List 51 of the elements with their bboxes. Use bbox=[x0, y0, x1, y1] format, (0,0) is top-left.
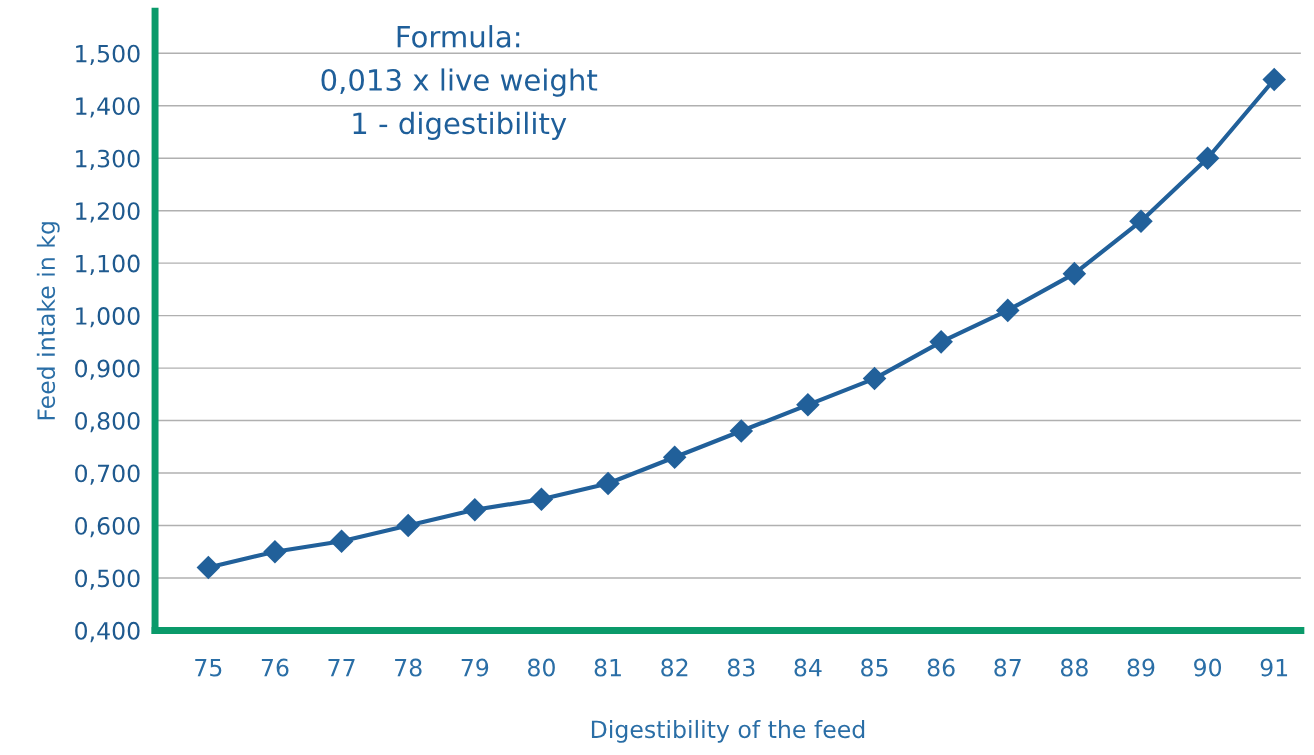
point bbox=[396, 513, 420, 538]
point bbox=[662, 445, 687, 470]
x-tick-label: 78 bbox=[395, 658, 422, 677]
y-axis-title: Feed intake in kg bbox=[36, 222, 60, 420]
point bbox=[463, 497, 487, 522]
point bbox=[1262, 67, 1286, 92]
y-tick-label: 1,100 bbox=[76, 254, 140, 275]
x-tick-label: 76 bbox=[261, 658, 289, 677]
y-tick-label: 1,300 bbox=[76, 149, 140, 170]
x-tick-label: 82 bbox=[661, 658, 688, 677]
point bbox=[1129, 209, 1153, 233]
y-tick-label: 0,800 bbox=[75, 412, 140, 433]
point bbox=[862, 366, 887, 391]
point bbox=[929, 330, 953, 354]
x-tick-label: 91 bbox=[1260, 658, 1288, 677]
x-tick-label: 83 bbox=[727, 658, 755, 677]
y-tick-label: 1,200 bbox=[76, 202, 140, 223]
x-tick-label: 87 bbox=[994, 658, 1021, 677]
y-tick-label: 1,000 bbox=[76, 307, 140, 328]
y-tick-label: 0,700 bbox=[75, 464, 140, 485]
x-tick-label: 81 bbox=[594, 658, 621, 677]
point bbox=[1195, 146, 1220, 171]
x-tick-label: 80 bbox=[528, 658, 555, 677]
point bbox=[329, 529, 354, 554]
y-tick-label: 0,900 bbox=[75, 359, 140, 380]
annotation: 0,013 x live weight bbox=[321, 68, 598, 97]
point bbox=[263, 539, 287, 564]
annotation: Formula: bbox=[397, 25, 520, 48]
y-tick-label: 1,500 bbox=[76, 44, 140, 66]
point bbox=[196, 555, 221, 580]
point bbox=[1062, 261, 1087, 286]
point bbox=[529, 487, 554, 512]
x-tick-label: 85 bbox=[861, 658, 888, 677]
x-axis-title: Digestibility of the feed bbox=[591, 719, 865, 743]
annotation: 1 - digestibility bbox=[353, 111, 567, 140]
point bbox=[596, 471, 620, 496]
x-tick-label: 90 bbox=[1194, 658, 1222, 677]
x-tick-label: 79 bbox=[461, 658, 489, 677]
point bbox=[729, 419, 754, 443]
y-tick-label: 0,500 bbox=[75, 569, 140, 590]
x-tick-label: 75 bbox=[195, 658, 222, 677]
point bbox=[995, 298, 1020, 323]
x-tick-label: 84 bbox=[794, 658, 822, 677]
y-tick-label: 1,400 bbox=[76, 97, 140, 118]
x-tick-label: 88 bbox=[1060, 658, 1088, 677]
y-tick-label: 0,400 bbox=[75, 621, 140, 643]
point bbox=[796, 393, 820, 417]
x-tick-label: 86 bbox=[927, 658, 955, 677]
y-tick-label: 0,600 bbox=[75, 516, 140, 538]
x-tick-label: 77 bbox=[328, 658, 355, 677]
x-tick-label: 89 bbox=[1127, 658, 1155, 677]
